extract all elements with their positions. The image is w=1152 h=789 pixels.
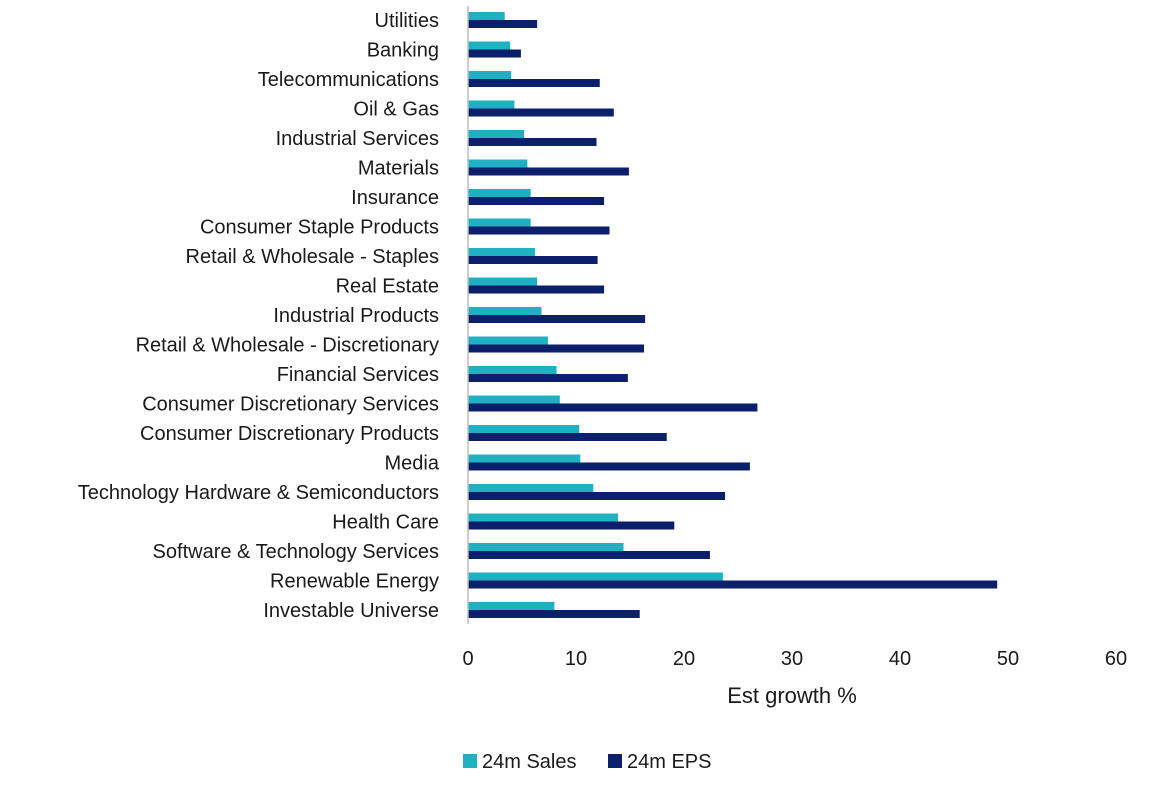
- bar-24m-eps: [468, 610, 640, 618]
- category-label: Investable Universe: [263, 600, 439, 622]
- bar-24m-eps: [468, 167, 629, 176]
- category-label: Materials: [358, 158, 439, 180]
- bar-24m-sales: [468, 454, 581, 463]
- bar-24m-sales: [468, 41, 511, 50]
- category-label: Oil & Gas: [353, 99, 439, 121]
- category-label: Software & Technology Services: [153, 541, 439, 563]
- bar-24m-eps: [468, 108, 614, 117]
- x-tick-label: 10: [565, 648, 587, 670]
- x-tick-label: 40: [889, 648, 911, 670]
- bar-24m-eps: [468, 433, 667, 441]
- x-tick-labels: 0 10 20 30 40 50 60: [462, 648, 1127, 670]
- category-label: Industrial Products: [273, 305, 439, 327]
- bar-24m-sales: [468, 484, 594, 492]
- category-label: Media: [385, 453, 440, 475]
- bar-24m-eps: [468, 285, 605, 294]
- category-label: Industrial Services: [276, 128, 439, 150]
- bar-24m-sales: [468, 425, 580, 433]
- bar-24m-eps: [468, 79, 600, 87]
- bar-24m-sales: [468, 307, 542, 315]
- bar-24m-eps: [468, 20, 538, 28]
- bar-24m-eps: [468, 138, 597, 146]
- legend-swatch-24m-sales: [463, 754, 477, 768]
- category-label: Insurance: [351, 187, 439, 209]
- bar-24m-eps: [468, 462, 750, 471]
- bar-24m-sales: [468, 189, 531, 197]
- category-label: Retail & Wholesale - Staples: [186, 246, 439, 268]
- category-label: Technology Hardware & Semiconductors: [78, 482, 439, 504]
- legend-label-24m-sales: 24m Sales: [482, 751, 577, 773]
- bar-24m-sales: [468, 248, 535, 256]
- bar-24m-sales: [468, 572, 723, 581]
- legend: 24m Sales 24m EPS: [463, 751, 711, 773]
- bar-24m-eps: [468, 344, 645, 353]
- bar-24m-eps: [468, 226, 610, 235]
- bar-24m-sales: [468, 218, 531, 227]
- bar-24m-eps: [468, 551, 710, 559]
- bar-24m-sales: [468, 395, 560, 404]
- x-tick-label: 60: [1105, 648, 1127, 670]
- bars-layer: [468, 12, 998, 618]
- category-label: Consumer Staple Products: [200, 217, 439, 239]
- bar-24m-eps: [468, 49, 521, 58]
- legend-swatch-24m-eps: [608, 754, 622, 768]
- bar-24m-sales: [468, 366, 557, 374]
- bar-24m-sales: [468, 602, 555, 610]
- bar-24m-sales: [468, 71, 512, 79]
- bar-24m-sales: [468, 130, 525, 138]
- x-tick-label: 20: [673, 648, 695, 670]
- bar-24m-sales: [468, 159, 528, 168]
- x-tick-label: 0: [462, 648, 473, 670]
- bar-24m-eps: [468, 521, 675, 530]
- category-label: Banking: [367, 40, 439, 62]
- legend-label-24m-eps: 24m EPS: [627, 751, 711, 773]
- category-label: Utilities: [375, 10, 439, 32]
- category-label: Real Estate: [336, 276, 439, 298]
- category-label: Consumer Discretionary Products: [140, 423, 439, 445]
- bar-24m-eps: [468, 256, 598, 264]
- category-label: Financial Services: [277, 364, 439, 386]
- bar-24m-sales: [468, 543, 624, 551]
- x-axis-title: Est growth %: [727, 683, 857, 708]
- category-label: Health Care: [332, 512, 439, 534]
- category-label: Retail & Wholesale - Discretionary: [136, 335, 439, 357]
- bar-24m-eps: [468, 580, 998, 589]
- category-label: Renewable Energy: [270, 571, 439, 593]
- bar-24m-sales: [468, 513, 619, 522]
- bar-24m-eps: [468, 315, 646, 323]
- x-tick-label: 50: [997, 648, 1019, 670]
- bar-24m-eps: [468, 374, 628, 382]
- bar-24m-eps: [468, 492, 726, 500]
- bar-24m-sales: [468, 277, 538, 286]
- bar-24m-sales: [468, 336, 548, 345]
- category-labels: Utilities Banking Telecommunications Oil & …: [78, 10, 440, 622]
- category-label: Telecommunications: [258, 69, 439, 91]
- x-tick-label: 30: [781, 648, 803, 670]
- bar-24m-eps: [468, 403, 758, 412]
- category-label: Consumer Discretionary Services: [142, 394, 439, 416]
- bar-24m-sales: [468, 100, 515, 109]
- bar-24m-eps: [468, 197, 605, 205]
- bar-24m-sales: [468, 12, 505, 20]
